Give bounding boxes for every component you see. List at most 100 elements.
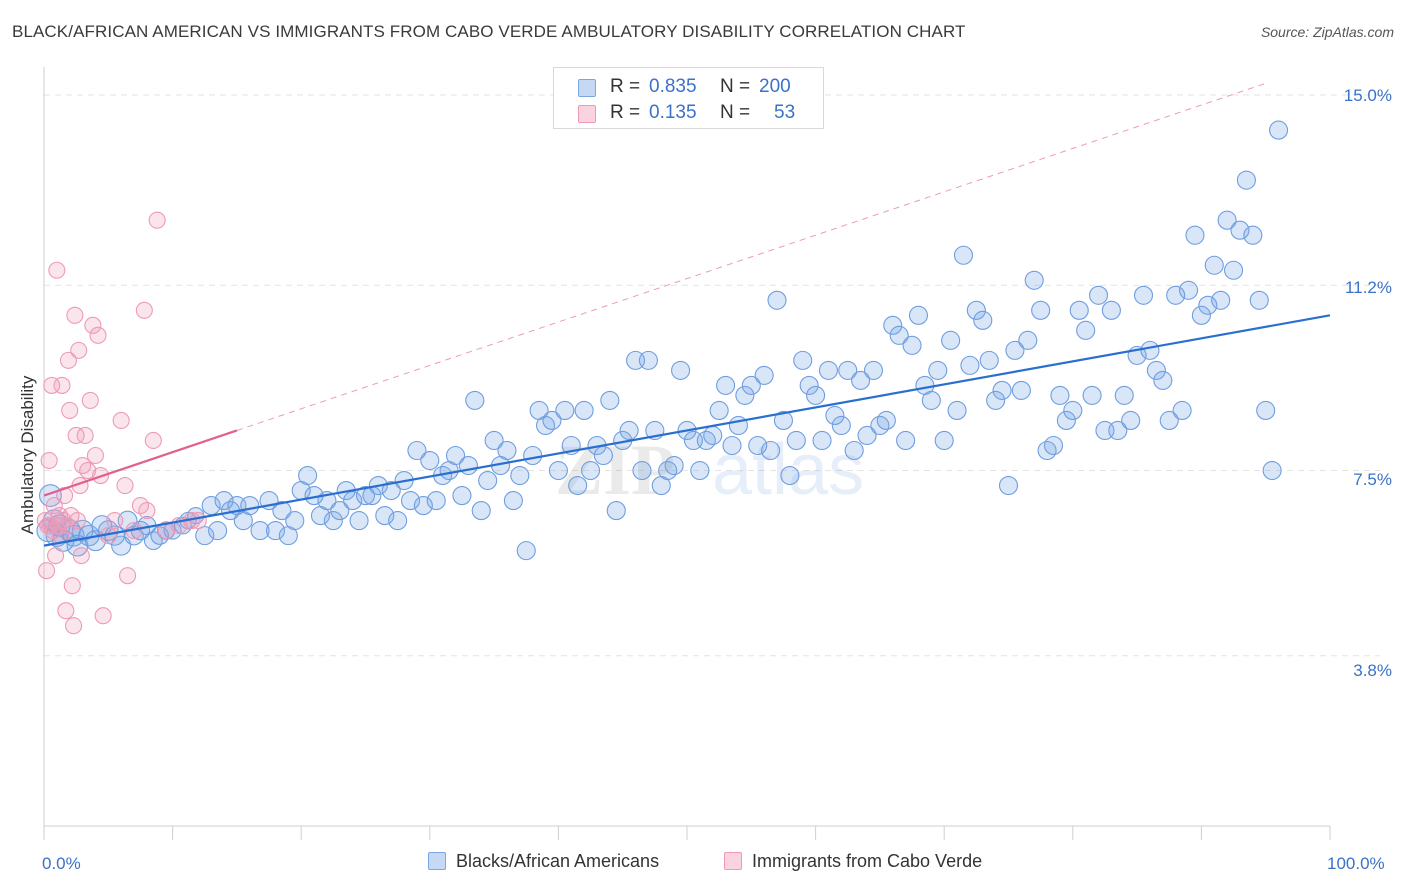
blacks-point — [793, 350, 813, 370]
n-value: 53 — [774, 102, 796, 123]
caboverde-point — [67, 426, 85, 445]
blacks-point — [1031, 300, 1051, 320]
blacks-point — [735, 385, 755, 405]
blacks-point — [298, 465, 318, 486]
blacks-point — [658, 460, 678, 481]
caboverde-point — [112, 411, 130, 430]
blacks-point — [941, 330, 961, 350]
blacks-point — [870, 415, 890, 436]
blacks-point — [934, 430, 954, 451]
blacks-point — [947, 400, 967, 420]
caboverde-point — [40, 451, 58, 470]
blacks-point — [1217, 210, 1237, 230]
blacks-point — [445, 445, 466, 466]
legend-item-caboverde[interactable]: Immigrants from Cabo Verde — [724, 851, 982, 877]
blacks-point — [1243, 225, 1263, 245]
blacks-point — [741, 375, 761, 395]
blacks-point — [1088, 285, 1109, 305]
blacks-point — [523, 445, 543, 466]
blacks-point — [825, 405, 845, 426]
blacks-point — [1024, 270, 1044, 290]
blacks-point — [240, 496, 260, 516]
blacks-point — [1114, 385, 1134, 405]
y-axis-title: Ambulatory Disability — [18, 375, 37, 535]
blacks-point — [1011, 380, 1031, 400]
blacks-point — [716, 375, 736, 395]
caboverde-point — [48, 261, 66, 279]
blacks-point — [1037, 440, 1057, 461]
blacks-point — [420, 450, 440, 471]
blacks-point — [1056, 410, 1076, 431]
blacks-point — [400, 491, 421, 511]
blacks-point — [542, 410, 562, 431]
blacks-point — [896, 430, 916, 451]
blacks-point — [902, 335, 922, 355]
n-value: 200 — [759, 76, 791, 97]
blacks-point — [574, 400, 594, 420]
blacks-point — [484, 430, 504, 451]
blacks-point — [1018, 330, 1038, 350]
blacks-point — [1204, 255, 1224, 275]
blacks-point — [703, 425, 723, 446]
legend-label-blacks: Blacks/African Americans — [456, 851, 660, 871]
r-value: 0.135 — [649, 102, 697, 123]
stats-box: R = 0.835 N = 200 R = 0.135 N = 53 — [553, 67, 824, 129]
blacks-point — [883, 315, 903, 335]
n-label: N = — [720, 102, 751, 123]
blacks-point — [1256, 400, 1276, 420]
blacks-point — [497, 440, 517, 461]
blacks-point — [1069, 300, 1089, 320]
blacks-point — [831, 415, 851, 436]
caboverde-point — [53, 376, 71, 394]
blacks-point — [381, 481, 401, 501]
blacks-point — [426, 491, 446, 511]
blacks-point — [355, 486, 376, 506]
blacks-point — [1076, 320, 1096, 340]
blacks-point — [1236, 170, 1256, 190]
blacks-point — [568, 475, 588, 496]
blacks-point — [388, 511, 408, 531]
blacks-point — [375, 506, 395, 526]
blacks-point — [1191, 305, 1211, 325]
chart-title: BLACK/AFRICAN AMERICAN VS IMMIGRANTS FRO… — [12, 22, 966, 41]
blacks-point — [671, 360, 691, 380]
legend-item-blacks[interactable]: Blacks/African Americans — [428, 851, 659, 877]
blacks-point — [516, 541, 536, 561]
blacks-point — [889, 325, 909, 345]
blacks-point — [979, 350, 999, 370]
blacks-point — [818, 360, 839, 380]
blacks-point — [748, 435, 768, 456]
r-value: 0.835 — [649, 76, 697, 97]
blacks-point — [1249, 290, 1269, 310]
blacks-point — [1269, 120, 1289, 140]
blacks-point — [863, 360, 884, 380]
caboverde-point — [57, 602, 75, 620]
axes — [43, 67, 1331, 840]
blacks-point — [265, 521, 286, 541]
blacks-point — [773, 410, 794, 431]
blacks-point — [555, 400, 575, 420]
blacks-point — [343, 491, 363, 511]
blacks-point — [208, 521, 228, 541]
blacks-point — [986, 390, 1006, 410]
blacks-point — [1133, 285, 1154, 305]
blacks-point — [953, 245, 974, 265]
blacks-point — [709, 400, 729, 420]
blacks-point — [465, 390, 485, 410]
blacks-point — [638, 350, 658, 370]
x-tick-min: 0.0% — [42, 854, 81, 873]
stats-row-caboverde: R = 0.135 N = 53 — [554, 102, 823, 128]
caboverde-point — [45, 497, 63, 515]
blacks-point — [1005, 340, 1025, 360]
caboverde-point — [58, 517, 76, 535]
caboverde-point — [70, 341, 88, 359]
blacks-point — [722, 435, 742, 456]
caboverde-point — [144, 431, 162, 450]
x-tick-max: 100.0% — [1327, 854, 1385, 873]
source-label: Source: ZipAtlas.com — [1260, 24, 1394, 40]
blacks-point — [973, 310, 993, 330]
blacks-point — [1185, 225, 1205, 245]
blacks-point — [548, 460, 568, 481]
blacks-point — [857, 425, 877, 446]
blacks-trend-line — [43, 314, 1331, 547]
